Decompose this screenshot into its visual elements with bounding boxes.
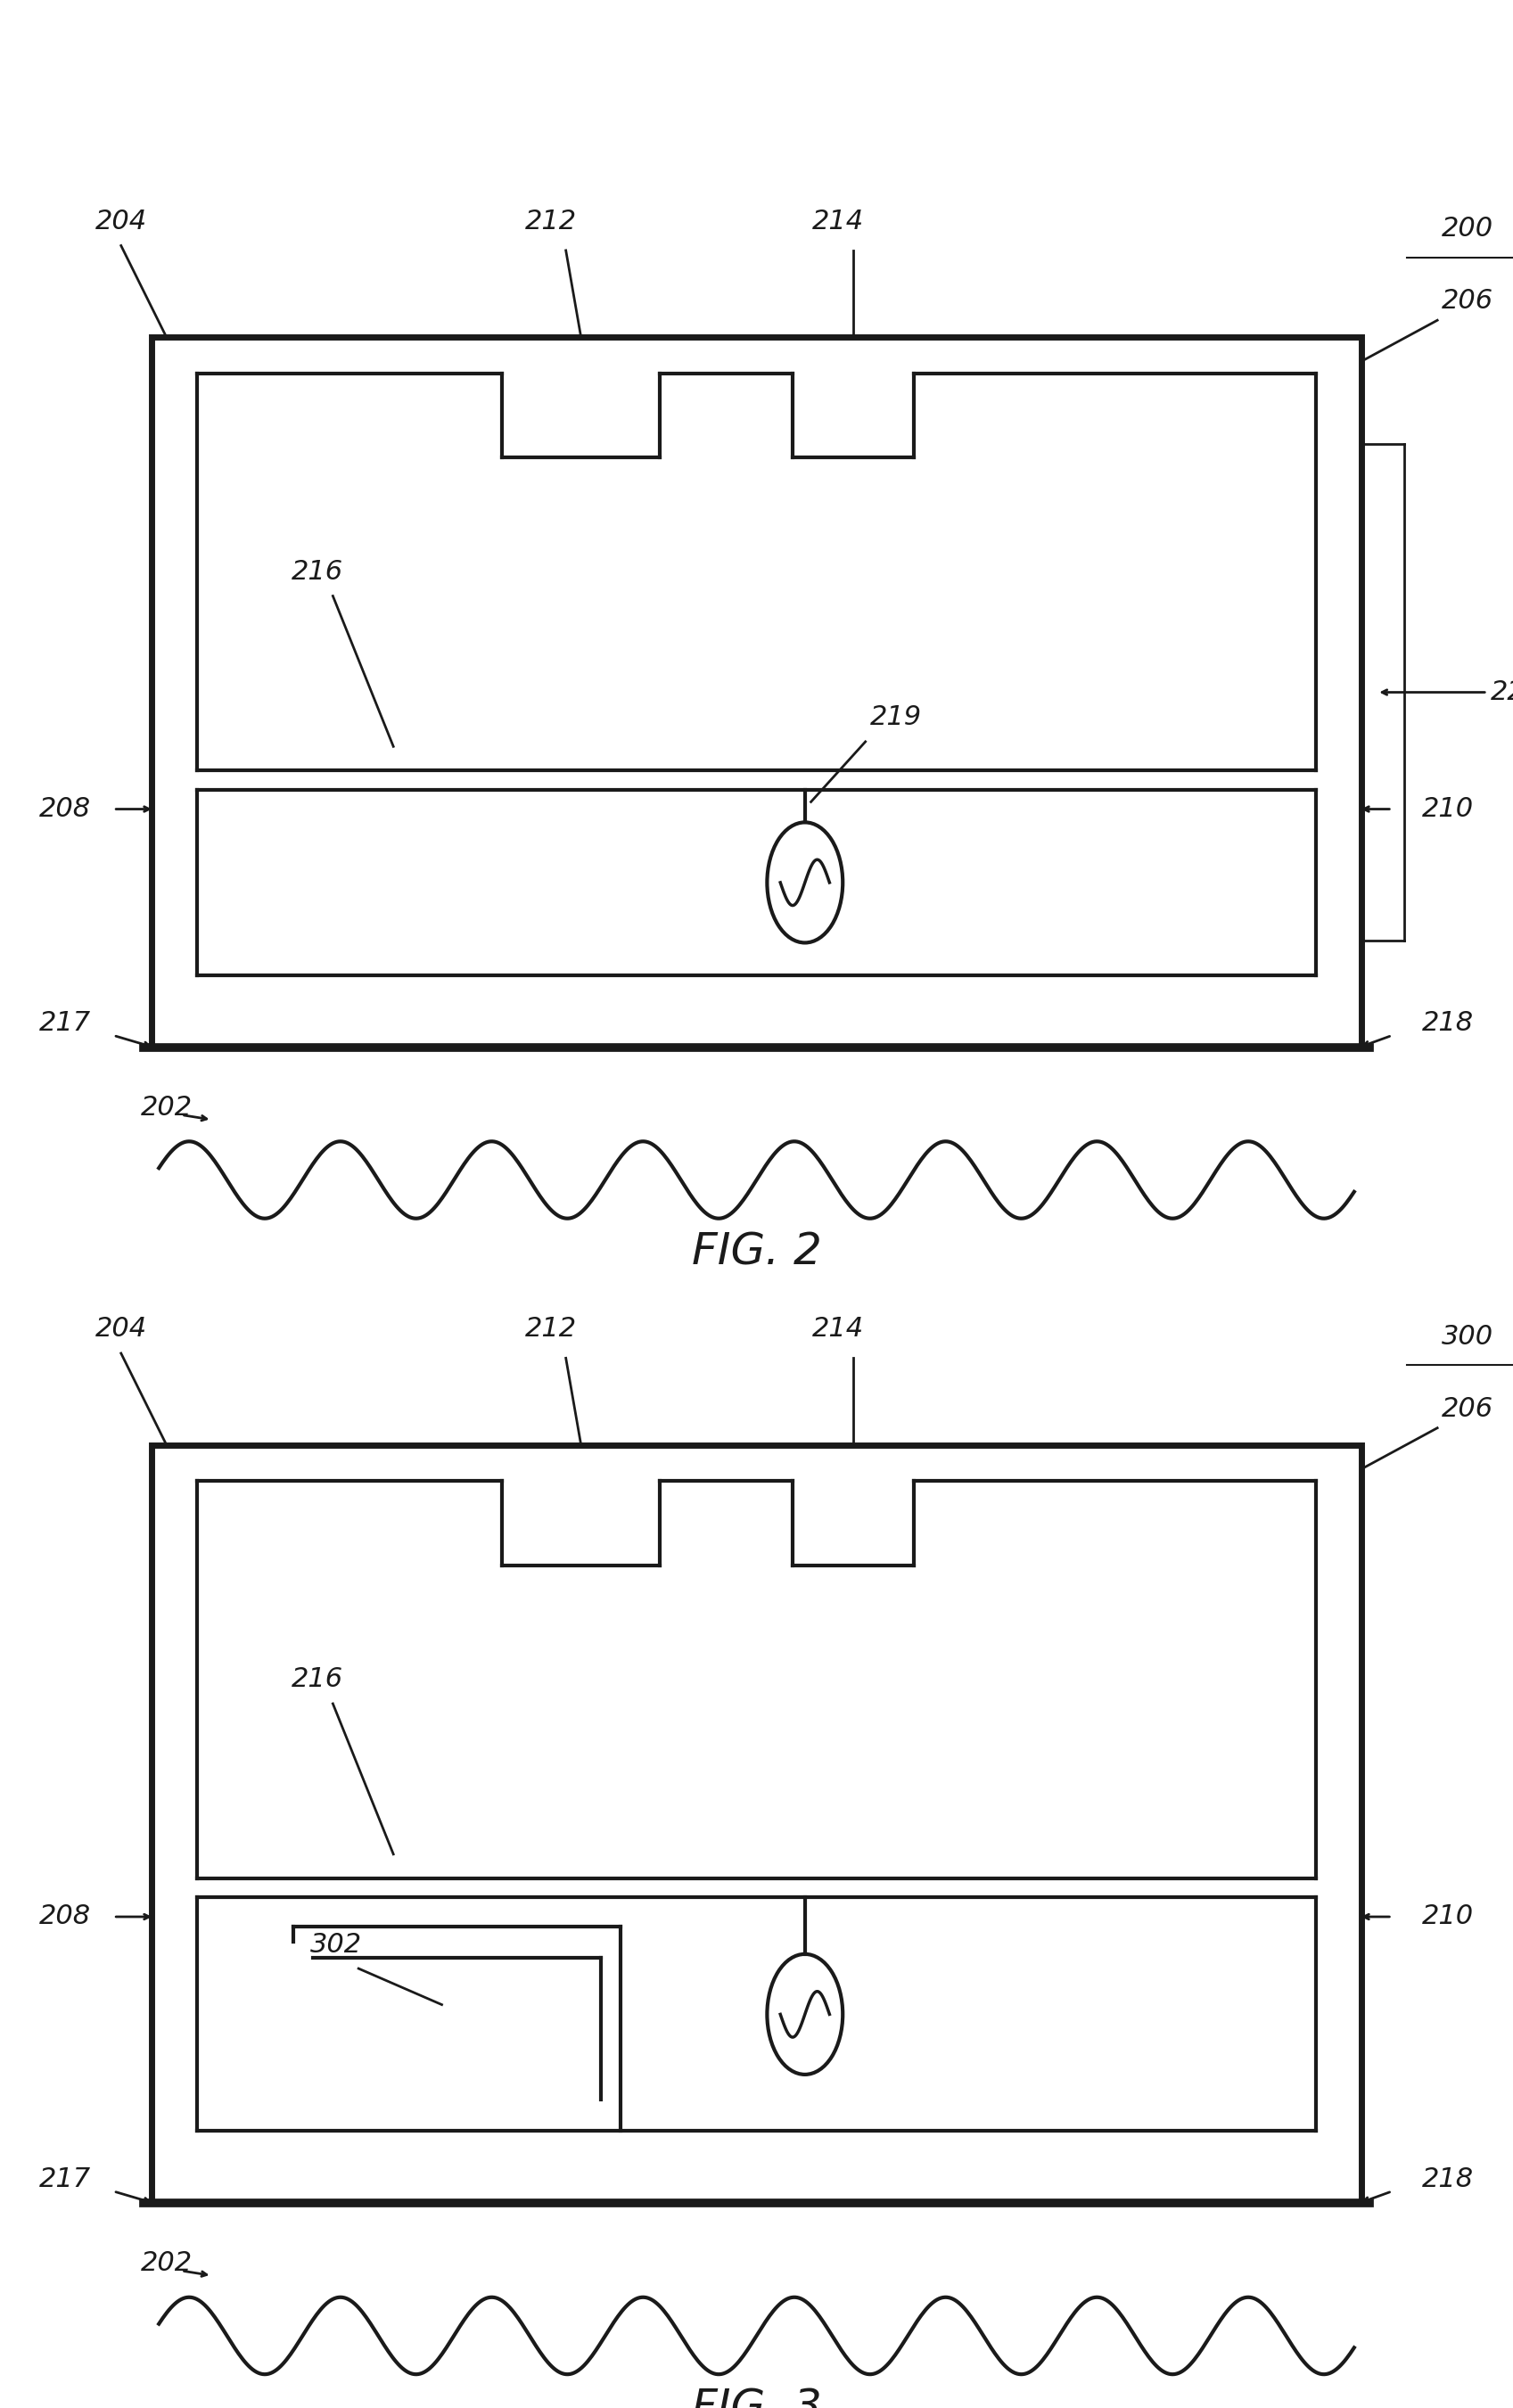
- Text: 202: 202: [141, 1096, 192, 1120]
- Text: 202: 202: [141, 2251, 192, 2276]
- Bar: [151, 337, 1362, 1047]
- Text: 210: 210: [1422, 1905, 1474, 1929]
- Text: 212: 212: [525, 1317, 576, 1341]
- Text: 219: 219: [870, 706, 921, 730]
- Text: 204: 204: [95, 209, 147, 234]
- Text: 302: 302: [310, 1931, 362, 1958]
- Text: 217: 217: [39, 1011, 91, 1035]
- Text: FIG. 3: FIG. 3: [691, 2386, 822, 2408]
- Text: 220: 220: [1490, 679, 1513, 706]
- Text: 206: 206: [1442, 1397, 1493, 1421]
- Text: 214: 214: [812, 209, 864, 234]
- Text: 210: 210: [1422, 797, 1474, 821]
- Bar: [151, 1445, 1362, 2203]
- Text: 218: 218: [1422, 1011, 1474, 1035]
- Text: 204: 204: [95, 1317, 147, 1341]
- Text: 212: 212: [525, 209, 576, 234]
- Text: FIG. 2: FIG. 2: [691, 1230, 822, 1274]
- Text: 216: 216: [292, 559, 343, 585]
- Text: 217: 217: [39, 2167, 91, 2191]
- Text: 200: 200: [1442, 217, 1493, 241]
- Text: 300: 300: [1442, 1324, 1493, 1348]
- Text: 208: 208: [39, 1905, 91, 1929]
- Text: 216: 216: [292, 1666, 343, 1693]
- Text: 206: 206: [1442, 289, 1493, 313]
- Text: 214: 214: [812, 1317, 864, 1341]
- Text: 208: 208: [39, 797, 91, 821]
- Text: 218: 218: [1422, 2167, 1474, 2191]
